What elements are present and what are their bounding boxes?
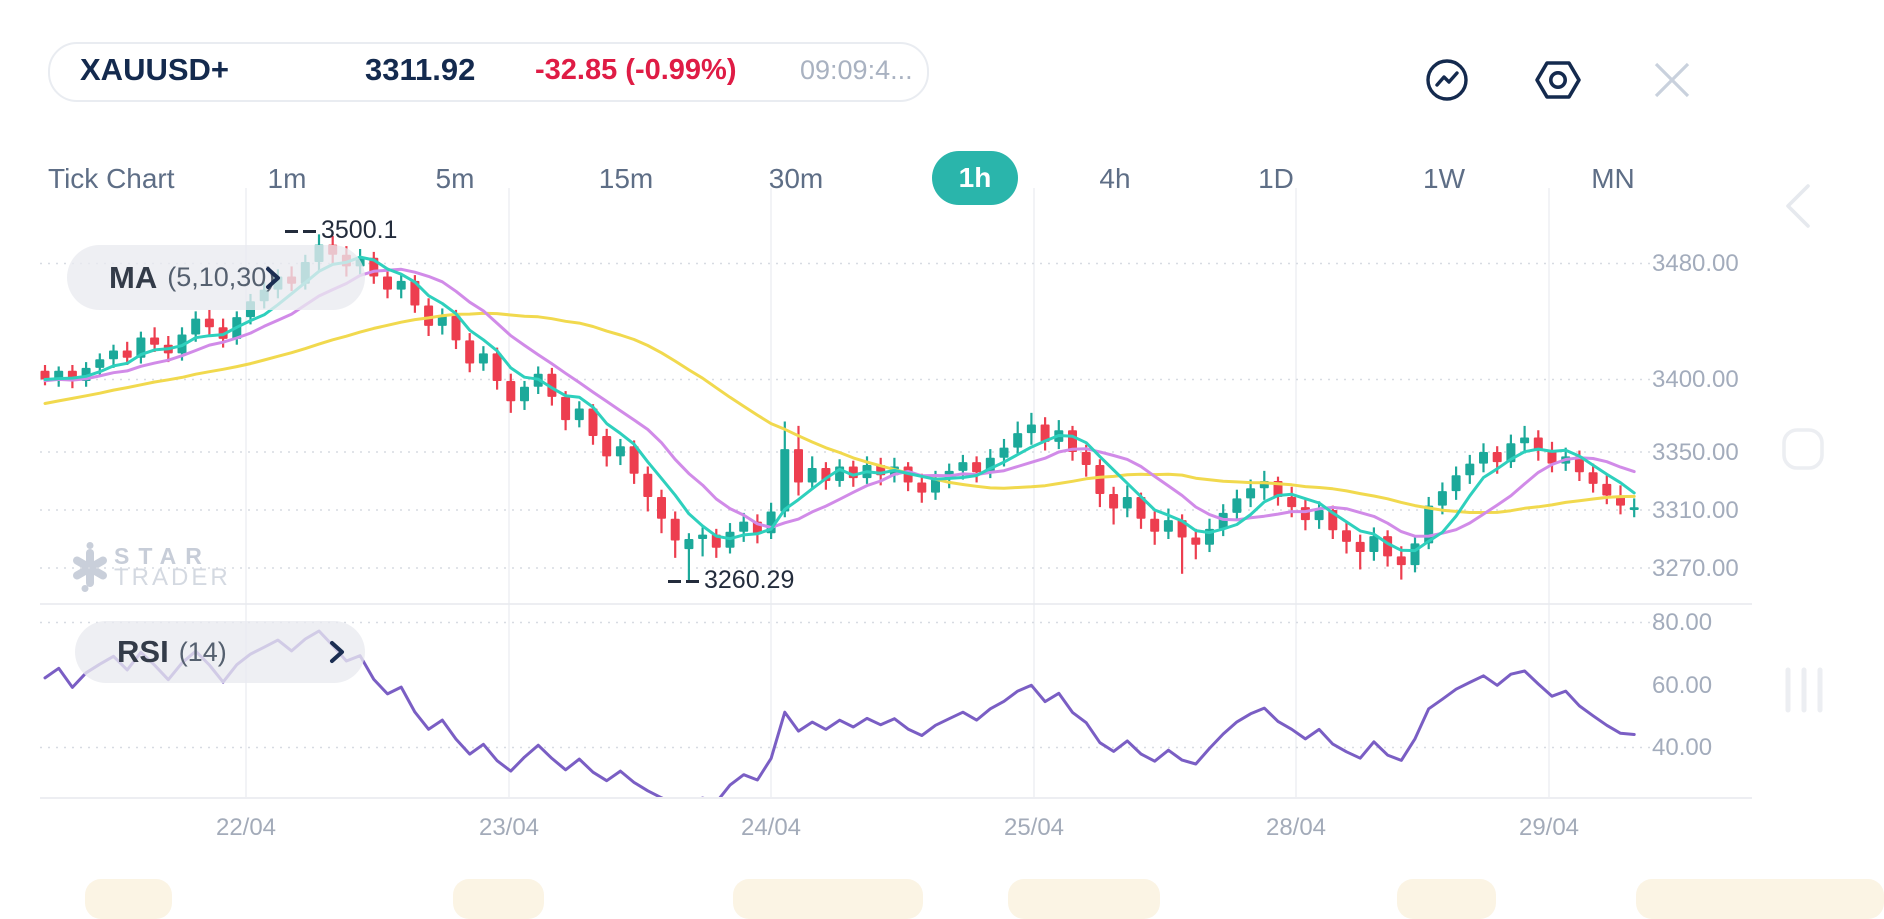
bottom-row-partial-button[interactable]: [1636, 879, 1884, 919]
tab-15m[interactable]: 15m: [598, 163, 654, 194]
date-label: 23/04: [478, 814, 540, 841]
ma-params: (5,10,30): [167, 262, 276, 292]
date-label: 29/04: [1518, 814, 1580, 841]
watermark-line1: STAR: [114, 543, 211, 569]
price-axis-label: 3310.00: [1652, 497, 1739, 524]
price-axis-label: 3400.00: [1652, 366, 1739, 393]
bottom-row-partial-button[interactable]: [453, 879, 544, 919]
drag-handle-icon[interactable]: [1780, 664, 1828, 716]
watermark: STAR TRADER: [70, 540, 290, 595]
date-label: 28/04: [1265, 814, 1327, 841]
ma-indicator-badge[interactable]: MA (5,10,30): [67, 245, 365, 310]
price-axis-label: 3480.00: [1652, 250, 1739, 277]
tab-4h[interactable]: 4h: [1099, 163, 1131, 194]
bottom-row-partial-button[interactable]: [1008, 879, 1160, 919]
chevron-right-icon[interactable]: [329, 640, 345, 664]
date-label: 25/04: [1003, 814, 1065, 841]
high-price-annotation: 3500.1: [285, 216, 397, 244]
price-change: -32.85 (-0.99%): [535, 54, 737, 86]
tab-1m[interactable]: 1m: [267, 163, 307, 194]
rsi-axis-label: 80.00: [1652, 609, 1713, 636]
bottom-row-partial-button[interactable]: [733, 879, 923, 919]
rsi-label: RSI: [117, 634, 169, 669]
quote-time: 09:09:4...: [800, 55, 913, 85]
close-icon[interactable]: [1648, 56, 1696, 104]
tab-1h-active[interactable]: 1h: [932, 151, 1018, 205]
bottom-row-partial-button[interactable]: [85, 879, 172, 919]
date-label: 24/04: [740, 814, 802, 841]
price-axis-label: 3270.00: [1652, 555, 1739, 582]
bottom-row-partial-button[interactable]: [1397, 879, 1496, 919]
tab-1d[interactable]: 1D: [1258, 163, 1294, 194]
collapse-panel-icon[interactable]: [1780, 182, 1816, 230]
tab-tick-chart[interactable]: Tick Chart: [48, 163, 175, 194]
tab-mn[interactable]: MN: [1591, 163, 1635, 194]
symbol-info-pill[interactable]: [48, 42, 929, 102]
chevron-right-icon[interactable]: [265, 266, 281, 290]
chart-canvas[interactable]: [0, 0, 1884, 899]
date-label: 22/04: [215, 814, 277, 841]
ma-label: MA: [109, 259, 158, 295]
tab-30m[interactable]: 30m: [768, 163, 824, 194]
rsi-indicator-badge[interactable]: RSI (14): [75, 621, 365, 683]
tab-1w[interactable]: 1W: [1423, 163, 1465, 194]
settings-hexagon-icon[interactable]: [1534, 56, 1582, 104]
rsi-axis-label: 40.00: [1652, 734, 1713, 761]
price-axis-label: 3350.00: [1652, 439, 1739, 466]
symbol-name: XAUUSD+: [80, 52, 230, 87]
tab-5m[interactable]: 5m: [435, 163, 475, 194]
fullscreen-icon[interactable]: [1780, 426, 1826, 472]
price-value: 3311.92: [365, 52, 476, 87]
indicator-line-icon[interactable]: [1423, 56, 1471, 104]
rsi-params: (14): [178, 636, 227, 667]
low-price-annotation: 3260.29: [668, 566, 794, 594]
rsi-axis-label: 60.00: [1652, 672, 1713, 699]
